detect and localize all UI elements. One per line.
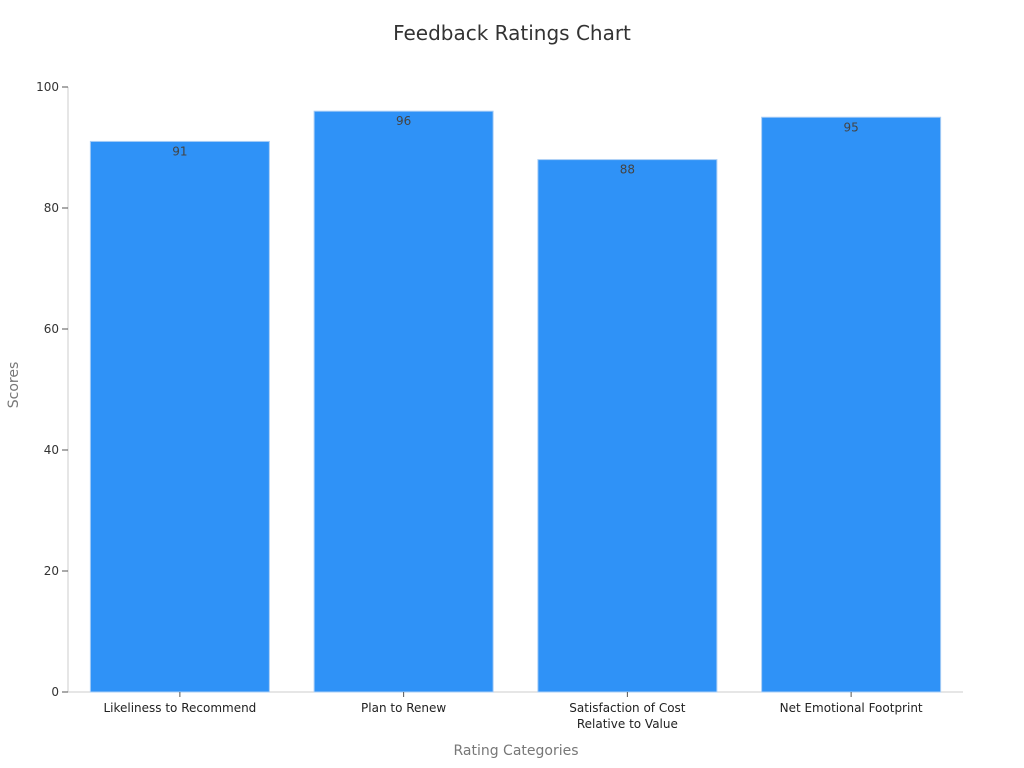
bar-4 <box>761 116 942 693</box>
y-tick-label-100: 100 <box>36 80 59 94</box>
x-tick-label-line: Likeliness to Recommend <box>103 701 256 715</box>
y-axis-title: Scores <box>6 362 22 409</box>
x-tick-label-2: Plan to Renew <box>361 701 446 715</box>
x-tick-label-line: Satisfaction of Cost <box>569 701 686 715</box>
bar-1 <box>89 140 270 693</box>
x-tick-label-line: Relative to Value <box>577 717 678 731</box>
x-tick-label-3: Satisfaction of Cost Relative to Value <box>569 701 686 731</box>
y-tick-label-0: 0 <box>51 685 59 699</box>
bar-value-label-3: 88 <box>620 163 635 177</box>
x-axis-title: Rating Categories <box>453 743 578 759</box>
bar-value-label-2: 96 <box>396 114 411 128</box>
chart-title: Feedback Ratings Chart <box>393 21 631 45</box>
y-tick-label-40: 40 <box>44 443 59 457</box>
y-tick-label-60: 60 <box>44 322 59 336</box>
bar-value-label-1: 91 <box>172 144 187 158</box>
x-tick-label-line: Plan to Renew <box>361 701 446 715</box>
x-tick-label-4: Net Emotional Footprint <box>780 701 923 715</box>
bar-3 <box>537 159 718 693</box>
plot-area: 0 20 40 60 80 100 91 Likeliness to Recommend 96 P… <box>36 80 963 731</box>
y-tick-label-20: 20 <box>44 564 59 578</box>
x-tick-label-1: Likeliness to Recommend <box>103 701 256 715</box>
bar-value-label-4: 95 <box>843 120 858 134</box>
bar-2 <box>313 110 494 693</box>
x-tick-label-line: Net Emotional Footprint <box>780 701 923 715</box>
y-tick-label-80: 80 <box>44 201 59 215</box>
